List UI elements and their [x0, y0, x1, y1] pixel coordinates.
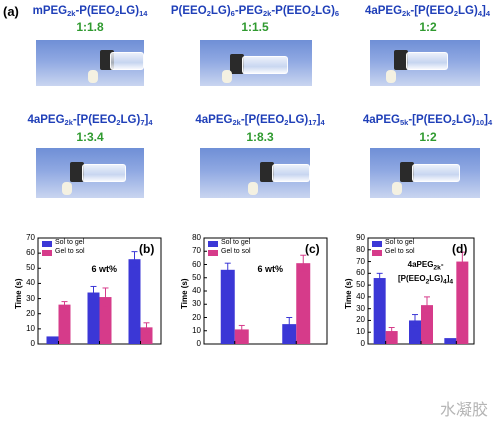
- chart-b-annotation: 6 wt%: [91, 264, 118, 274]
- chart-c-bar: [296, 263, 311, 344]
- chart-c-ytick-label: 80: [192, 233, 201, 242]
- chart-b-bar: [99, 297, 112, 344]
- chart-c-legend-label: Sol to gel: [221, 239, 251, 246]
- chart-c-ytick-label: 70: [192, 246, 201, 256]
- chart-c-bar: [220, 269, 235, 344]
- chart-c-annotation: 6 wt%: [257, 264, 284, 274]
- chart-b-bar: [87, 292, 100, 344]
- chart-c-bar: [234, 329, 249, 344]
- chart-d-bar: [444, 338, 457, 344]
- vial-5-title: 4aPEG2k-[P(EEO2LG)17]4: [195, 114, 325, 127]
- chart-d-panel-label: (d): [452, 242, 468, 256]
- vial-1-ratio: 1:1.8: [76, 20, 104, 34]
- vial-3-title: 4aPEG2k-[P(EEO2LG)4]4: [364, 5, 491, 18]
- chart-c-ytick-label: 0: [196, 339, 201, 348]
- vial-4-title: 4aPEG2k-[P(EEO2LG)7]4: [27, 114, 153, 127]
- vial-4-ratio: 1:3.4: [76, 130, 104, 144]
- chart-d-annotation: 4aPEG2k- [P(EEO2LG)4]4: [398, 260, 454, 286]
- vial-1-photo: [36, 40, 144, 86]
- panel-a-label: (a): [3, 4, 19, 19]
- chart-d-legend-swatch: [372, 241, 382, 247]
- chart-d-ytick-label: 70: [356, 256, 365, 266]
- vial-1-title: mPEG2k-P(EEO2LG)14: [32, 5, 148, 18]
- vial-3-ratio: 1:2: [419, 20, 437, 34]
- chart-d-legend-label: Gel to sol: [385, 248, 415, 255]
- chart-b-ytick-label: 40: [26, 278, 35, 288]
- vial-5-ratio: 1:8.3: [246, 130, 274, 144]
- vial-3-photo: [370, 40, 480, 86]
- chart-d-bar: [456, 261, 469, 344]
- chart-b-legend-label: Gel to sol: [55, 248, 85, 255]
- chart-b-ytick-label: 50: [26, 263, 35, 273]
- chart-d-ytick-label: 40: [356, 291, 365, 301]
- chart-b-ytick-label: 10: [26, 323, 35, 333]
- chart-b-bar: [46, 336, 59, 344]
- chart-c-ytick-label: 20: [192, 312, 201, 322]
- vial-6-photo: [370, 148, 480, 198]
- chart-b-ytick-label: 30: [26, 293, 35, 303]
- chart-d-ytick-label: 20: [356, 315, 365, 325]
- chart-d-ytick-label: 10: [356, 327, 365, 337]
- chart-b-bar: [58, 304, 71, 344]
- vial-6-ratio: 1:2: [419, 130, 437, 144]
- vial-4-photo: [36, 148, 144, 198]
- chart-c-legend-label: Gel to sol: [221, 248, 251, 255]
- vial-2-title: P(EEO2LG)6-PEG2k-P(EEO2LG)6: [170, 5, 340, 18]
- chart-b-ytick-label: 60: [26, 248, 35, 258]
- chart-c-bar: [282, 324, 297, 344]
- chart-c-ytick-label: 10: [192, 325, 201, 335]
- chart-b-panel-label: (b): [139, 242, 155, 256]
- chart-b-legend-swatch: [42, 250, 52, 256]
- chart-d-bar: [373, 278, 386, 344]
- chart-b-ytick-label: 70: [26, 233, 35, 242]
- chart-d-legend-swatch: [372, 250, 382, 256]
- chart-c-legend-swatch: [208, 241, 218, 247]
- chart-c-ytick-label: 40: [192, 286, 201, 295]
- chart-c-ytick-label: 60: [192, 259, 201, 269]
- chart-d-legend-label: Sol to gel: [385, 239, 415, 246]
- chart-b-legend-label: Sol to gel: [55, 239, 85, 246]
- chart-d-bar: [421, 305, 433, 344]
- vial-5-photo: [200, 148, 310, 198]
- chart-d-ytick-label: 60: [356, 268, 365, 278]
- chart-c-ytick-label: 30: [192, 299, 201, 309]
- vial-2-photo: [200, 40, 312, 86]
- chart-c-panel-label: (c): [305, 242, 320, 256]
- chart-d-ytick-label: 50: [356, 280, 365, 290]
- chart-d-ytick-label: 90: [356, 233, 365, 242]
- chart-d-ylabel: Time (s): [344, 278, 353, 309]
- chart-b-ytick-label: 20: [26, 308, 35, 318]
- chart-b-legend-swatch: [42, 241, 52, 247]
- chart-c-ytick-label: 50: [192, 272, 201, 282]
- chart-d-ytick-label: 80: [356, 244, 365, 254]
- chart-b-ytick-label: 0: [30, 339, 35, 348]
- chart-d-ytick-label: 30: [356, 303, 365, 313]
- chart-d-ytick-label: 0: [360, 339, 365, 348]
- watermark: 水凝胶: [439, 400, 488, 419]
- vial-2-ratio: 1:1.5: [241, 20, 269, 34]
- vial-6-title: 4aPEG5k-[P(EEO2LG)10]4: [362, 114, 493, 127]
- chart-c-legend-swatch: [208, 250, 218, 256]
- chart-b-bar: [128, 259, 141, 344]
